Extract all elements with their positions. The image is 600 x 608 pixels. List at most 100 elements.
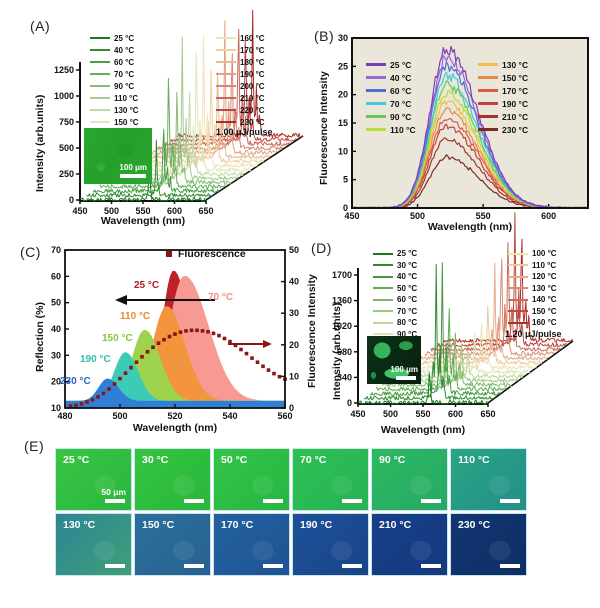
legend-item: 130 °C [478, 58, 528, 71]
legend-swatch [373, 321, 393, 324]
legend-item: 90 °C [366, 110, 416, 123]
legend-swatch [90, 72, 110, 76]
tile-scale-label: 50 μm [101, 487, 126, 497]
legend-item: 150 °C [90, 116, 139, 128]
panel-a-legend-col1: 25 °C 40 °C 60 °C 70 °C 90 °C 110 °C 130 °C 150… [90, 32, 139, 128]
legend-label: 60 °C [114, 57, 135, 67]
tile-scale-bar [500, 563, 520, 568]
legend-item: 40 °C [366, 71, 416, 84]
micrograph-tile: 210 °C [371, 513, 448, 576]
panel-a-ylabel: Intensity (arb.units) [34, 94, 46, 192]
legend-label: 120 °C [532, 272, 557, 282]
legend-item: 140 °C [508, 294, 557, 306]
legend-label: 90 °C [390, 111, 412, 122]
legend-label: 130 °C [502, 59, 529, 70]
legend-label: 110 °C [390, 124, 416, 135]
legend-label: 25 °C [114, 33, 135, 43]
svg-text:600: 600 [448, 409, 463, 419]
tile-scale-bar [184, 498, 204, 503]
svg-text:10: 10 [338, 146, 348, 156]
svg-text:30: 30 [338, 33, 348, 43]
legend-label: 130 °C [532, 283, 557, 293]
tile-temperature-label: 30 °C [142, 454, 169, 466]
legend-swatch [216, 72, 236, 76]
panel-c-temp-label: 110 °C [120, 311, 151, 322]
legend-swatch [90, 84, 110, 88]
legend-item: 230 °C [216, 116, 265, 128]
legend-swatch [366, 128, 386, 131]
svg-text:500: 500 [104, 206, 119, 216]
tile-scale-bar [105, 498, 125, 503]
legend-swatch [508, 310, 528, 313]
panel-d-inset-scale-label: 100 μm [390, 365, 418, 374]
legend-label: 150 °C [532, 306, 557, 316]
legend-item: 230 °C [478, 123, 528, 136]
panel-e-micrograph-grid: 25 °C 50 μm 30 °C 50 °C 70 °C 90 °C 110 °C 130 … [55, 448, 527, 576]
micrograph-tile: 190 °C [292, 513, 369, 576]
svg-text:0: 0 [69, 195, 74, 205]
legend-item: 130 °C [508, 283, 557, 295]
legend-swatch [478, 102, 498, 105]
svg-text:500: 500 [410, 211, 425, 221]
legend-item: 70 °C [90, 68, 139, 80]
legend-label: 70 °C [390, 98, 412, 109]
legend-swatch [508, 264, 528, 267]
panel-a-xlabel: Wavelength (nm) [100, 215, 186, 227]
legend-label: 60 °C [390, 85, 412, 96]
legend-swatch [216, 120, 236, 124]
legend-label: 90 °C [114, 81, 135, 91]
legend-swatch [373, 333, 393, 336]
legend-swatch [90, 36, 110, 40]
legend-label: 130 °C [114, 105, 139, 115]
legend-label: 40 °C [114, 45, 135, 55]
svg-text:500: 500 [112, 411, 127, 421]
tile-scale-bar [263, 498, 283, 503]
tile-temperature-label: 190 °C [300, 519, 333, 531]
legend-item: 60 °C [373, 294, 417, 306]
svg-text:1000: 1000 [54, 91, 74, 101]
svg-text:600: 600 [541, 211, 556, 221]
tile-scale-bar [421, 498, 441, 503]
svg-text:520: 520 [167, 411, 182, 421]
legend-swatch [373, 298, 393, 301]
panel-c-xlabel: Wavelength (nm) [132, 422, 218, 434]
legend-label: 110 °C [532, 260, 557, 270]
legend-label: 70 °C [397, 306, 418, 316]
svg-text:480: 480 [57, 411, 72, 421]
svg-text:40: 40 [51, 324, 61, 334]
svg-text:680: 680 [337, 347, 352, 357]
svg-text:450: 450 [350, 409, 365, 419]
panel-a: (A) 0 250 500 750 1000 1250 450 500 550 600 650 In… [20, 9, 310, 238]
svg-text:250: 250 [59, 169, 74, 179]
svg-text:0: 0 [343, 203, 348, 213]
legend-label: 160 °C [532, 318, 557, 328]
fluorescence-marker-icon [166, 251, 172, 257]
legend-label: 40 °C [390, 72, 412, 83]
svg-text:50: 50 [289, 245, 299, 255]
legend-label: 190 °C [240, 69, 265, 79]
panel-c-legend: Fluorescence [166, 248, 246, 260]
svg-text:0: 0 [289, 403, 294, 413]
tile-temperature-label: 130 °C [63, 519, 96, 531]
legend-item: 150 °C [508, 306, 557, 318]
legend-swatch [366, 89, 386, 92]
legend-item: 160 °C [508, 317, 557, 329]
svg-text:20: 20 [338, 90, 348, 100]
panel-a-legend-col2: 160 °C 170 °C 180 °C 190 °C 200 °C 210 °C 220 … [216, 32, 265, 128]
panel-e-letter: (E) [24, 438, 45, 454]
tile-temperature-label: 230 °C [458, 519, 491, 531]
legend-item: 60 °C [90, 56, 139, 68]
legend-swatch [508, 252, 528, 255]
legend-item: 25 °C [90, 32, 139, 44]
panel-a-letter: (A) [30, 18, 51, 34]
legend-swatch [478, 76, 498, 79]
svg-text:40: 40 [289, 277, 299, 287]
svg-text:540: 540 [222, 411, 237, 421]
legend-label: 25 °C [390, 59, 412, 70]
panel-d-inset-scale-bar [396, 376, 416, 380]
legend-swatch [216, 108, 236, 112]
legend-item: 210 °C [216, 92, 265, 104]
legend-swatch [478, 89, 498, 92]
svg-text:750: 750 [59, 117, 74, 127]
legend-swatch [216, 48, 236, 52]
